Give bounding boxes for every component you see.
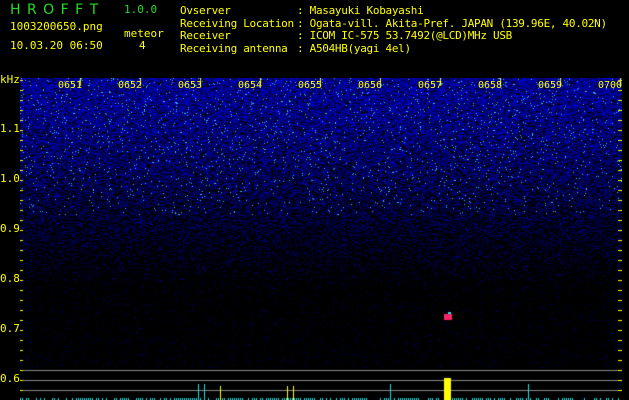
- time-tick-label: 0658: [478, 80, 503, 91]
- y-tick-label: 0.7: [0, 322, 20, 335]
- filename: 1003200650.png: [10, 20, 103, 33]
- y-tick-label: 1.0: [0, 172, 20, 185]
- y-unit-label: kHz: [0, 73, 20, 86]
- info-value: : A504HB(yagi 4el): [297, 41, 411, 55]
- time-tick-label: 0655: [298, 80, 323, 91]
- time-tick-label: 0653: [178, 80, 203, 91]
- y-tick-label: 1.1: [0, 122, 20, 135]
- y-tick-label: 0.6: [0, 372, 20, 385]
- spectrogram: [20, 78, 622, 400]
- info-label: Receiver: [180, 29, 231, 42]
- time-tick-label: 0656: [358, 80, 383, 91]
- info-value: : ICOM IC-575 53.7492(@LCD)MHz USB: [297, 29, 512, 42]
- time-tick-label: 0652: [118, 80, 143, 91]
- time-tick-label: 0659: [538, 80, 563, 91]
- info-label: Ovserver: [180, 4, 231, 17]
- app-title: H R O F F T: [10, 2, 100, 18]
- info-label: Receiving antenna: [180, 41, 288, 55]
- meteor-count: 4: [139, 39, 146, 52]
- time-tick-label: 0657: [418, 80, 443, 91]
- meteor-label: meteor: [124, 27, 164, 40]
- datetime: 10.03.20 06:50: [10, 39, 103, 52]
- time-tick-label: 0654: [238, 80, 263, 91]
- info-value: : Masayuki Kobayashi: [297, 4, 424, 17]
- info-value: : Ogata-vill. Akita-Pref. JAPAN (139.96E…: [297, 16, 607, 30]
- y-tick-label: 0.8: [0, 272, 20, 285]
- time-tick-label: 0700: [598, 80, 623, 91]
- info-label: Receiving Location: [180, 16, 294, 30]
- y-tick-label: 0.9: [0, 222, 20, 235]
- time-tick-label: 0651: [58, 80, 83, 91]
- app-version: 1.0.0: [124, 3, 158, 16]
